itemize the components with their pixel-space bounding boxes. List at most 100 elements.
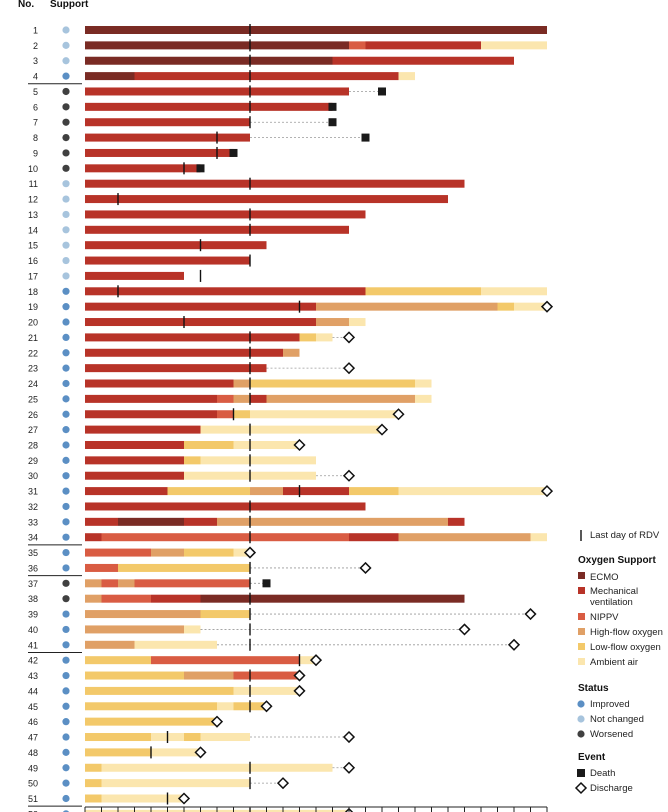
bar-segment [481, 287, 547, 296]
patient-number: 33 [28, 517, 38, 527]
discharge-marker [507, 638, 521, 651]
bar-segment [85, 625, 184, 634]
bar-segment [233, 394, 250, 403]
discharge-marker [293, 669, 306, 682]
bar-segment [101, 779, 250, 788]
status-dot [62, 364, 70, 372]
bar-segment [266, 394, 283, 403]
patient-number: 17 [28, 271, 38, 281]
legend-swatch-nippv [578, 613, 585, 620]
bar-segment [217, 702, 234, 711]
bar-segment [530, 533, 547, 542]
bar-segment [134, 72, 399, 81]
bar-segment [85, 241, 267, 250]
bar-segment [283, 348, 300, 357]
bar-segment [85, 471, 184, 480]
status-dot [62, 379, 70, 388]
bar-segment [85, 195, 448, 204]
status-dot [62, 256, 70, 265]
status-dot [62, 210, 70, 219]
bar-segment [85, 148, 234, 157]
bar-segment [283, 487, 349, 496]
bar-segment [200, 456, 316, 465]
discharge-marker [342, 761, 356, 774]
bar-segment [217, 410, 234, 419]
legend-oxygen-title: Oxygen Support [578, 555, 656, 566]
bar-segment [134, 579, 250, 588]
bar-segment [85, 794, 102, 803]
bar-segment [233, 686, 300, 695]
status-dot [62, 149, 70, 157]
patient-number: 40 [28, 625, 38, 635]
bar-segment [316, 302, 498, 311]
status-dot [62, 333, 70, 341]
bar-segment [85, 394, 217, 403]
bar-segment [200, 610, 250, 619]
bar-segment [85, 287, 366, 296]
patient-number: 18 [28, 287, 38, 297]
legend-dot-improved [577, 700, 585, 708]
status-dot [62, 241, 70, 249]
patient-number: 25 [28, 394, 38, 404]
status-dot [62, 426, 70, 434]
patient-number: 2 [33, 41, 38, 51]
bar-segment [85, 548, 151, 557]
bar-segment [85, 425, 201, 434]
status-dot [62, 180, 70, 188]
bar-segment [85, 26, 547, 34]
bar-segment [85, 410, 217, 419]
status-dot [62, 272, 70, 280]
status-dot [62, 195, 70, 203]
bar-segment [85, 456, 184, 465]
bar-segment [101, 794, 184, 803]
patient-number: 5 [33, 87, 38, 97]
patient-number: 49 [28, 763, 38, 773]
death-marker [229, 148, 238, 157]
status-dot [62, 303, 70, 311]
bar-segment [85, 763, 102, 772]
patient-number: 28 [28, 440, 38, 450]
bar-segment [349, 318, 366, 327]
bar-segment [85, 440, 184, 449]
bar-segment [101, 763, 333, 772]
bar-segment [151, 594, 201, 603]
patient-number: 9 [33, 148, 38, 158]
patient-number: 1 [33, 26, 38, 36]
patient-number: 4 [33, 72, 38, 82]
bar-segment [349, 533, 399, 542]
bar-segment [85, 779, 102, 788]
bar-segment [85, 179, 465, 188]
bar-segment [415, 394, 432, 403]
patient-number: 42 [28, 656, 38, 666]
bar-segment [134, 640, 217, 649]
status-dot [62, 287, 70, 295]
discharge-marker [243, 546, 257, 559]
bar-segment [415, 379, 432, 388]
bar-segment [398, 487, 547, 496]
status-dot [62, 410, 70, 418]
bar-segment [85, 56, 333, 65]
death-marker [328, 102, 337, 111]
bar-segment [85, 487, 168, 496]
bar-segment [85, 164, 201, 173]
legend-dot-notchanged [577, 715, 585, 723]
bar-segment [85, 702, 217, 711]
discharge-marker [260, 700, 273, 713]
status-dot [62, 456, 70, 464]
patient-number: 37 [28, 579, 38, 589]
bar-segment [85, 656, 151, 665]
bar-segment [151, 748, 201, 757]
status-dot [62, 518, 70, 526]
discharge-marker [524, 607, 537, 621]
legend-swatch-mv [578, 587, 585, 594]
bar-segment [85, 348, 283, 357]
bar-segment [85, 717, 217, 726]
bar-segment [481, 41, 547, 50]
legend-death-marker [577, 769, 585, 777]
discharge-marker [276, 777, 290, 790]
bar-segment [184, 548, 234, 557]
status-dot [62, 72, 70, 80]
bar-segment [184, 671, 234, 680]
patient-number: 11 [29, 179, 38, 189]
